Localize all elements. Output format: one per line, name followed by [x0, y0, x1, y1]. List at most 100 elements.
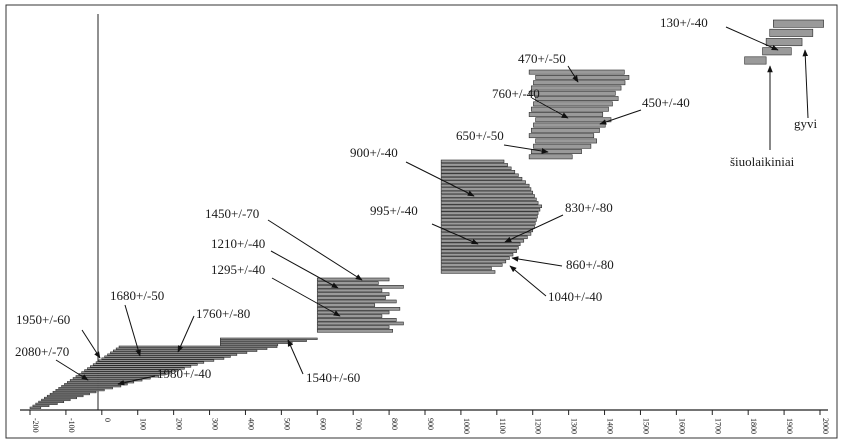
range-bar	[533, 143, 592, 149]
label-900: 900+/-40	[350, 145, 398, 160]
annotation-arrow	[503, 144, 549, 154]
label-2080: 2080+/-70	[15, 344, 69, 359]
range-bar	[35, 402, 58, 405]
range-bar	[535, 117, 612, 123]
range-bar	[440, 221, 536, 226]
x-tick-label: 900	[426, 418, 435, 430]
x-tick-label: 2000	[821, 418, 830, 434]
range-bar	[440, 190, 534, 195]
range-bar	[440, 173, 519, 177]
range-bar	[440, 218, 537, 222]
range-bar	[440, 235, 528, 240]
annotation-arrow	[531, 97, 569, 119]
annotation-arrow	[405, 161, 475, 197]
range-bar	[84, 369, 179, 372]
range-bar	[115, 347, 268, 350]
x-tick-label: 1900	[785, 418, 794, 434]
x-tick-label: 300	[211, 418, 220, 430]
annotation-arrow	[802, 49, 809, 119]
range-bar	[316, 325, 390, 329]
range-bar	[90, 365, 192, 368]
range-bar	[440, 225, 535, 229]
range-bar	[44, 396, 77, 400]
range-bar	[440, 270, 496, 274]
range-bar	[528, 90, 616, 96]
range-bar	[440, 176, 523, 181]
range-bar	[440, 266, 492, 271]
range-bar	[92, 363, 198, 366]
x-tick-label: 500	[282, 418, 291, 430]
range-bar	[533, 122, 606, 128]
label-450: 450+/-40	[642, 95, 690, 110]
range-bar	[220, 343, 279, 346]
label-1680: 1680+/-50	[110, 288, 164, 303]
x-tick-label: 700	[354, 418, 363, 430]
annotation-arrow	[267, 219, 363, 281]
label-860: 860+/-80	[566, 257, 614, 272]
range-bar	[58, 387, 113, 390]
range-bar	[440, 194, 535, 198]
range-bar	[528, 133, 595, 139]
range-bar	[316, 314, 383, 318]
range-bar	[528, 154, 573, 160]
label-760: 760+/-40	[492, 86, 540, 101]
annotation-arrow	[511, 256, 563, 267]
range-bar	[440, 204, 543, 208]
range-bar	[440, 256, 510, 260]
x-tick-label: 1000	[462, 418, 471, 434]
range-bar	[316, 329, 393, 333]
range-bar	[98, 359, 215, 362]
x-tick-label: 1300	[570, 418, 579, 434]
range-bar	[440, 201, 539, 205]
range-bar	[113, 349, 258, 352]
label-1980: 1980+/-40	[157, 366, 211, 381]
annotation-arrow	[504, 214, 564, 243]
x-tick-label: 200	[175, 418, 184, 430]
range-bar	[440, 232, 532, 236]
range-bar	[528, 112, 604, 117]
range-bar	[535, 74, 630, 80]
annotation-arrow	[55, 359, 89, 381]
annotation-arrows	[55, 26, 809, 386]
range-bar	[316, 277, 390, 282]
range-bar	[440, 163, 508, 167]
label-1040: 1040+/-40	[548, 289, 602, 304]
annotation-arrow	[725, 26, 779, 51]
bars	[29, 19, 824, 409]
range-bar	[769, 28, 814, 37]
annotation-arrow	[270, 250, 339, 289]
annotation-arrow	[271, 277, 341, 317]
range-bar	[104, 355, 231, 358]
range-bar	[744, 56, 767, 65]
label-995: 995+/-40	[370, 203, 418, 218]
range-bar	[87, 367, 185, 370]
annotation-arrow	[431, 223, 479, 245]
x-tick-label: -200	[31, 418, 40, 433]
range-bar	[316, 303, 376, 307]
range-bar	[220, 337, 318, 340]
x-tick-label: 100	[139, 418, 148, 430]
annotation-arrow	[124, 304, 141, 357]
range-bar	[316, 281, 379, 285]
label-470: 470+/-50	[518, 51, 566, 66]
range-bar	[69, 379, 143, 382]
range-bar	[49, 392, 90, 396]
range-bar	[107, 353, 238, 356]
range-bar	[81, 371, 172, 374]
range-bar	[316, 285, 404, 289]
label-830: 830+/-80	[565, 200, 613, 215]
range-bar	[533, 101, 613, 107]
x-tick-label: 1400	[606, 418, 615, 434]
range-bar	[440, 214, 538, 219]
range-bar	[316, 310, 390, 315]
range-bar	[533, 80, 626, 86]
range-bar	[316, 288, 383, 293]
range-bar	[67, 381, 135, 384]
range-bar	[95, 361, 205, 364]
x-tick-label: 1600	[677, 418, 686, 434]
range-bar	[118, 345, 278, 348]
x-tick-label: 1800	[749, 418, 758, 434]
range-bar	[528, 69, 625, 75]
range-bar	[535, 96, 619, 102]
